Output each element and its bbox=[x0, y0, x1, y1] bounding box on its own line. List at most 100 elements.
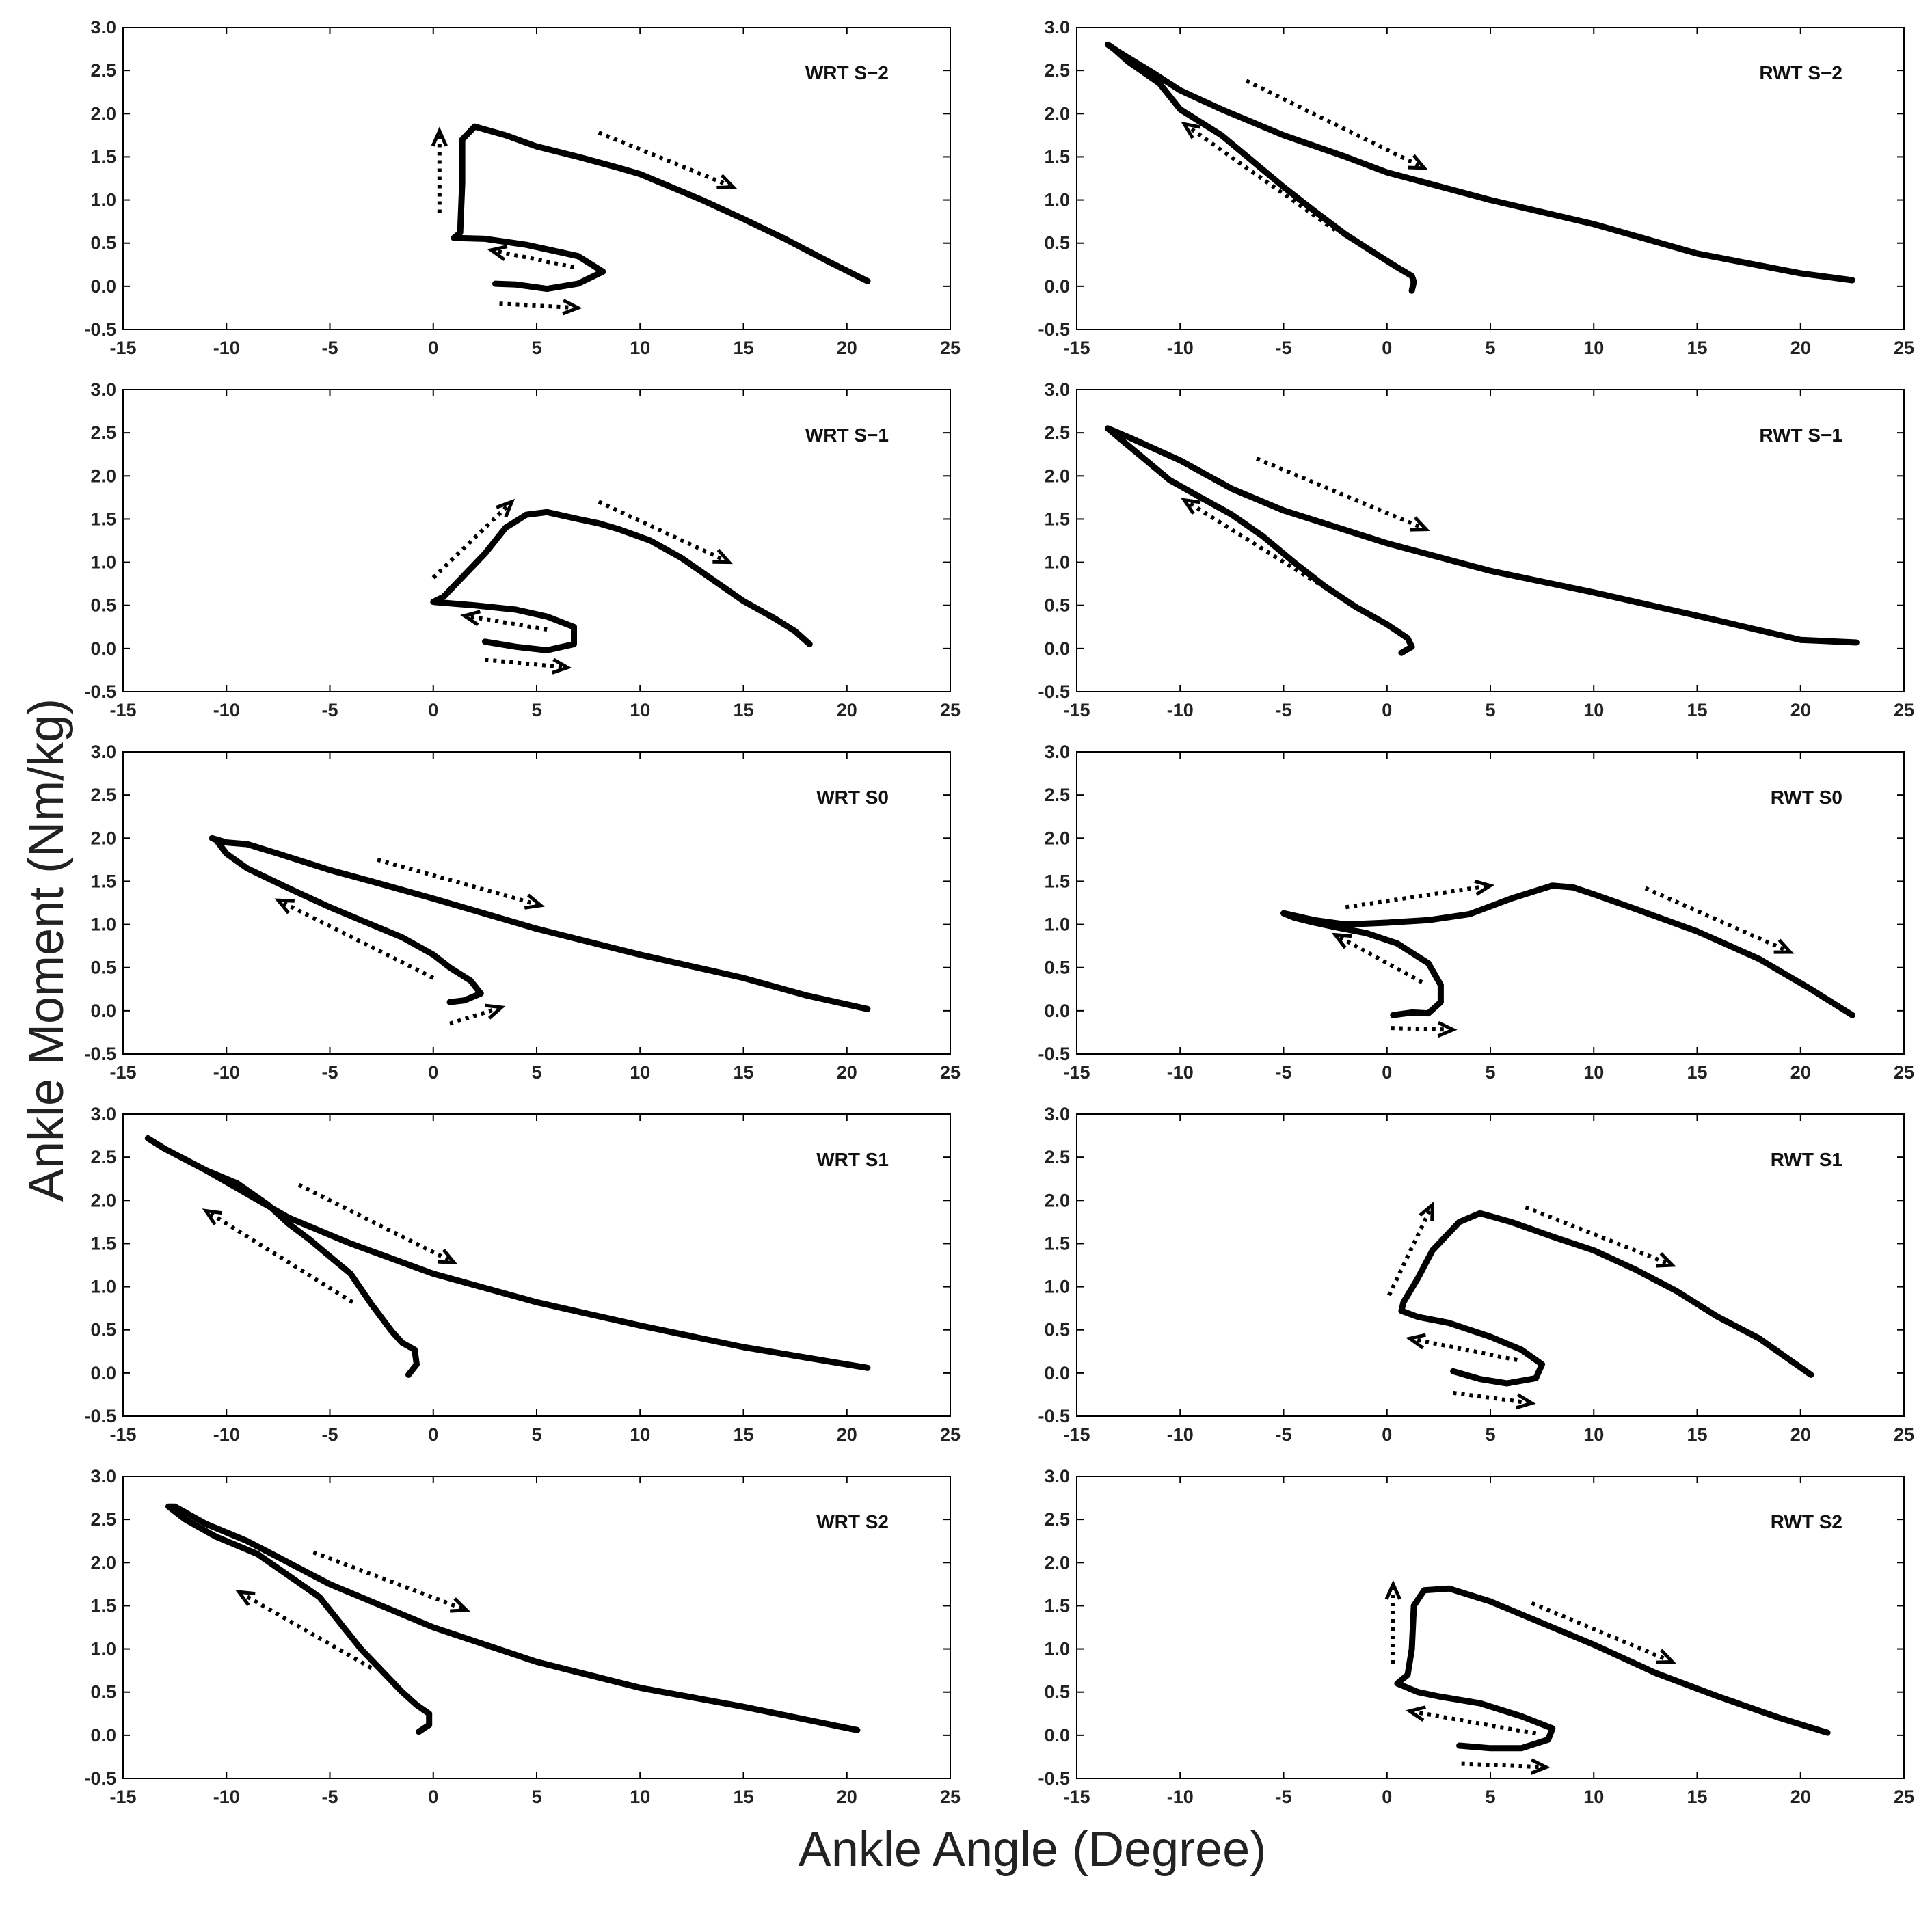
direction-arrow bbox=[460, 610, 548, 632]
y-tick-label: 0.5 bbox=[1044, 1682, 1070, 1703]
x-tick-label: -15 bbox=[109, 700, 136, 720]
panel-title: RWT S−2 bbox=[1759, 62, 1842, 83]
x-tick-label: -10 bbox=[213, 700, 240, 720]
x-tick-label: -15 bbox=[1063, 338, 1090, 358]
arrow-shaft bbox=[494, 249, 575, 270]
series-line bbox=[1104, 425, 1860, 656]
x-tick-label: 25 bbox=[940, 338, 961, 358]
x-tick-label: 20 bbox=[1790, 700, 1811, 720]
y-tick-label: -0.5 bbox=[84, 319, 116, 340]
x-tick-label: -5 bbox=[321, 1424, 338, 1445]
arrow-shaft bbox=[1453, 1390, 1528, 1405]
x-tick-label: -10 bbox=[1167, 1062, 1194, 1083]
y-tick-label: 3.0 bbox=[1044, 17, 1070, 38]
direction-arrow bbox=[1406, 1333, 1518, 1362]
y-tick-label: 2.0 bbox=[90, 465, 116, 486]
y-tick-label: 0.5 bbox=[1044, 595, 1070, 616]
direction-arrow bbox=[1453, 1390, 1536, 1410]
x-tick-label: 20 bbox=[837, 700, 857, 720]
x-tick-label: 5 bbox=[531, 338, 541, 358]
panels-group: -15 -10 -5 0 5 10 15 20 25 -0.5 0.0 0.5 1.0 1.5 2.0 2.5… bbox=[84, 17, 1914, 1807]
y-tick-label: 0.5 bbox=[1044, 958, 1070, 978]
x-tick-label: 25 bbox=[1894, 338, 1914, 358]
x-tick-label: 20 bbox=[837, 1787, 857, 1807]
y-tick-label: 3.0 bbox=[1044, 742, 1070, 762]
direction-arrow bbox=[1391, 1020, 1458, 1038]
x-tick-label: 0 bbox=[1382, 1424, 1392, 1445]
direction-arrow bbox=[1531, 1601, 1676, 1664]
arrow-head bbox=[1773, 938, 1795, 954]
x-tick-label: 25 bbox=[1894, 1424, 1914, 1445]
x-tick-label: -5 bbox=[1275, 338, 1291, 358]
x-tick-label: 15 bbox=[733, 700, 753, 720]
x-tick-label: 15 bbox=[1687, 700, 1707, 720]
arrow-head bbox=[274, 898, 295, 914]
arrow-head bbox=[1419, 1201, 1434, 1221]
panel-rwt-s-2: -15 -10 -5 0 5 10 15 20 25 -0.5 0.0 0.5 1.0 1.5 2.0 2.5… bbox=[1038, 17, 1914, 358]
y-tick-label: 2.5 bbox=[90, 785, 116, 805]
y-tick-label: 3.0 bbox=[90, 742, 116, 762]
series-line bbox=[209, 835, 871, 1012]
x-tick-label: -10 bbox=[1167, 338, 1194, 358]
y-tick-label: 2.0 bbox=[1044, 1190, 1070, 1210]
y-tick-label: 1.0 bbox=[90, 914, 116, 935]
y-tick-label: 0.0 bbox=[1044, 638, 1070, 659]
y-tick-label: 2.5 bbox=[90, 1509, 116, 1530]
x-tick-label: 15 bbox=[733, 1787, 753, 1807]
y-tick-label: 3.0 bbox=[90, 379, 116, 400]
x-tick-label: 10 bbox=[1583, 700, 1604, 720]
arrow-head bbox=[485, 1003, 506, 1020]
y-tick-label: 3.0 bbox=[1044, 1104, 1070, 1124]
x-tick-label: 25 bbox=[1894, 1787, 1914, 1807]
direction-arrow bbox=[1331, 932, 1423, 984]
y-tick-label: 2.5 bbox=[1044, 422, 1070, 443]
y-tick-label: 2.0 bbox=[90, 103, 116, 124]
y-tick-label: 1.5 bbox=[90, 509, 116, 529]
x-tick-label: 10 bbox=[630, 700, 650, 720]
x-tick-label: -5 bbox=[1275, 700, 1291, 720]
direction-arrow bbox=[1525, 1205, 1676, 1268]
y-tick-label: 0.5 bbox=[1044, 233, 1070, 254]
direction-arrow bbox=[235, 1590, 373, 1670]
arrow-shaft bbox=[1644, 886, 1788, 953]
y-tick-label: 2.0 bbox=[1044, 828, 1070, 848]
x-tick-label: 20 bbox=[837, 1424, 857, 1445]
x-tick-label: 10 bbox=[1583, 1062, 1604, 1083]
x-tick-label: -10 bbox=[1167, 1787, 1194, 1807]
arrow-head bbox=[1408, 154, 1428, 170]
direction-arrow bbox=[487, 245, 575, 270]
arrow-shaft bbox=[485, 658, 564, 670]
y-tick-label: 2.5 bbox=[90, 1147, 116, 1167]
direction-arrow bbox=[297, 1182, 458, 1264]
direction-arrow bbox=[431, 498, 515, 580]
x-tick-label: 0 bbox=[1382, 1062, 1392, 1083]
arrow-shaft bbox=[1387, 1207, 1433, 1297]
x-axis-label: Ankle Angle (Degree) bbox=[799, 1822, 1266, 1877]
arrow-head bbox=[524, 893, 545, 910]
y-tick-label: 2.0 bbox=[90, 1190, 116, 1210]
x-tick-label: 10 bbox=[630, 1424, 650, 1445]
x-tick-label: 5 bbox=[1485, 1062, 1495, 1083]
x-tick-label: -5 bbox=[321, 338, 338, 358]
x-tick-label: 15 bbox=[1687, 1787, 1707, 1807]
x-tick-label: 25 bbox=[940, 1062, 961, 1083]
arrow-head bbox=[1474, 879, 1495, 896]
arrow-shaft bbox=[312, 1550, 464, 1611]
panel-title: WRT S−1 bbox=[805, 424, 889, 446]
arrow-shaft bbox=[280, 900, 435, 980]
series-line bbox=[430, 509, 813, 653]
x-tick-label: 25 bbox=[940, 1787, 961, 1807]
arrow-shaft bbox=[208, 1211, 354, 1304]
y-tick-label: -0.5 bbox=[84, 1768, 116, 1789]
y-tick-label: 1.0 bbox=[90, 1277, 116, 1297]
x-tick-label: 25 bbox=[1894, 700, 1914, 720]
direction-arrow bbox=[598, 131, 738, 189]
panel-title: RWT S0 bbox=[1771, 787, 1842, 808]
x-tick-label: 0 bbox=[428, 1787, 438, 1807]
y-tick-label: 1.5 bbox=[90, 1233, 116, 1253]
y-tick-label: 0.0 bbox=[90, 1001, 116, 1021]
direction-arrow bbox=[312, 1550, 470, 1613]
x-tick-label: 5 bbox=[1485, 338, 1495, 358]
series-line bbox=[1398, 1210, 1814, 1387]
